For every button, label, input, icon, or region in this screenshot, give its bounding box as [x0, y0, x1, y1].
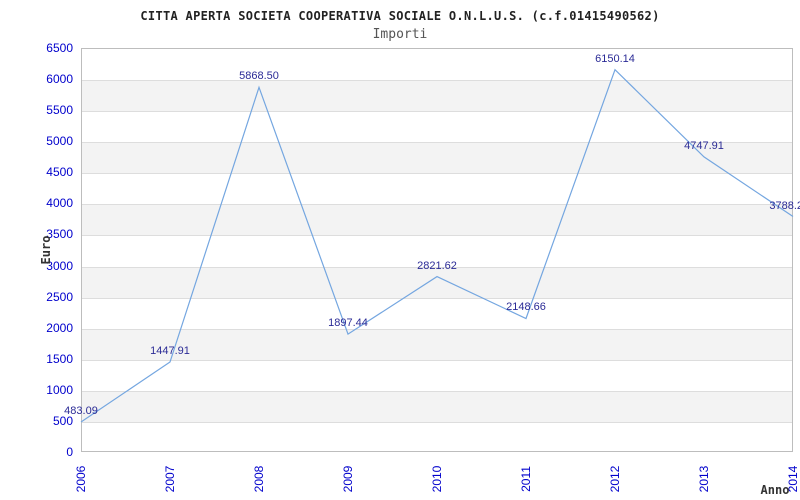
data-point-label: 483.09 — [64, 404, 98, 417]
y-tick-label: 4500 — [46, 165, 73, 180]
chart-subtitle: Importi — [372, 27, 428, 42]
data-point-label: 5868.50 — [239, 70, 279, 83]
grid-line — [82, 204, 792, 206]
grid-line — [82, 173, 792, 175]
grid-line — [82, 328, 792, 330]
plot-band — [82, 80, 792, 112]
grid-line — [82, 421, 792, 423]
y-axis-title: Euro — [39, 235, 53, 265]
data-line-svg — [80, 68, 794, 423]
grid-line — [82, 359, 792, 361]
y-tick-label: 500 — [52, 413, 73, 428]
plot-area — [81, 48, 793, 452]
data-point-label: 4747.91 — [684, 139, 724, 152]
plot-band — [82, 142, 792, 174]
y-tick-label: 4000 — [46, 196, 73, 211]
data-point-label: 2821.62 — [417, 259, 457, 272]
data-point-label: 1897.44 — [328, 317, 368, 330]
grid-line — [82, 111, 792, 113]
y-tick-label: 6500 — [46, 41, 73, 55]
x-tick-label: 2008 — [252, 465, 266, 493]
y-tick-label: 5000 — [46, 134, 73, 149]
y-tick-label: 2500 — [46, 289, 73, 304]
y-tick-label: 3500 — [46, 227, 73, 242]
data-point-label: 3788.2 — [769, 199, 800, 212]
grid-line — [82, 297, 792, 299]
y-tick-label: 2000 — [46, 320, 73, 335]
grid-line — [82, 235, 792, 237]
grid-line — [82, 266, 792, 268]
grid-line — [82, 390, 792, 392]
y-tick-label: 0 — [66, 445, 73, 459]
x-tick-label: 2007 — [163, 465, 177, 493]
grid-line — [82, 142, 792, 144]
y-tick-label: 3000 — [46, 258, 73, 273]
grid-line — [82, 80, 792, 82]
x-axis-title: Anno — [760, 483, 790, 497]
data-point-label: 2148.66 — [506, 301, 546, 314]
plot-band — [82, 204, 792, 236]
x-tick-label: 2010 — [430, 465, 444, 493]
data-point-label: 6150.14 — [595, 52, 635, 65]
x-tick-label: 2013 — [697, 465, 711, 493]
plot-band — [82, 328, 792, 360]
y-tick-label: 6000 — [46, 72, 73, 87]
x-tick-label: 2006 — [74, 465, 88, 493]
x-tick-label: 2009 — [341, 465, 355, 493]
x-tick-label: 2012 — [608, 465, 622, 493]
chart-title: CITTA APERTA SOCIETA COOPERATIVA SOCIALE… — [140, 9, 660, 23]
y-tick-label: 1000 — [46, 382, 73, 397]
y-tick-label: 5500 — [46, 103, 73, 118]
x-tick-label: 2011 — [519, 466, 533, 492]
y-tick-label: 1500 — [46, 351, 73, 366]
data-point-label: 1447.91 — [150, 345, 190, 357]
plot-band — [82, 266, 792, 298]
data-line — [80, 68, 794, 423]
plot-band — [82, 390, 792, 422]
